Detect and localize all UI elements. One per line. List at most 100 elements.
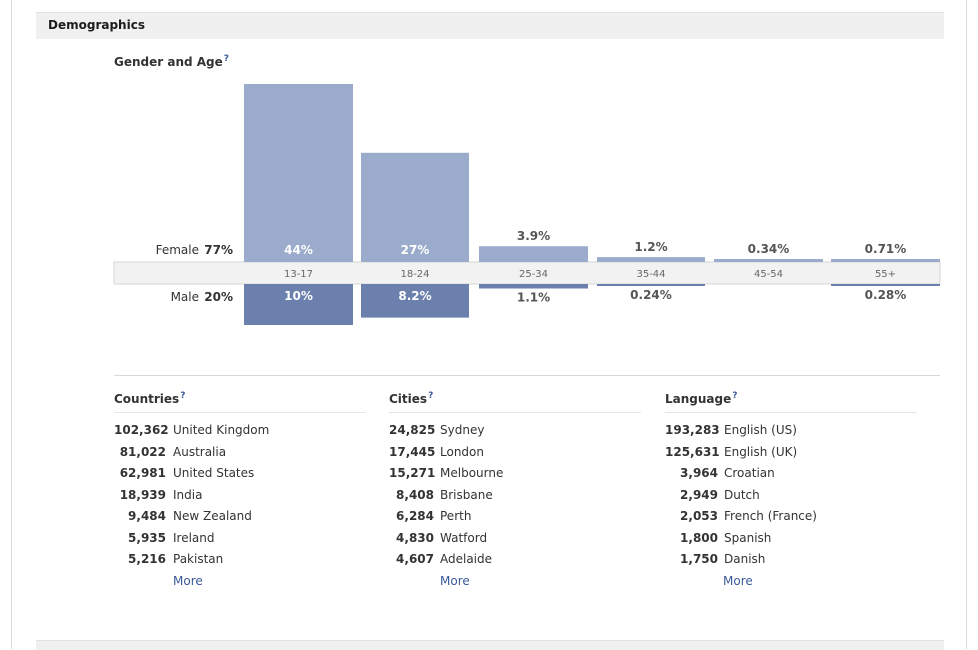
list-item-count: 15,271 bbox=[389, 466, 436, 480]
male-bar bbox=[479, 284, 588, 289]
section-title: Demographics bbox=[48, 18, 145, 32]
list-item-count: 5,216 bbox=[128, 552, 166, 566]
male-total: 20% bbox=[204, 290, 233, 304]
list-item: 6,284 Perth bbox=[389, 509, 649, 525]
list-item-label: Dutch bbox=[724, 487, 760, 502]
female-bar bbox=[714, 259, 823, 262]
language-more-link[interactable]: More bbox=[723, 574, 753, 588]
next-section-header bbox=[36, 640, 944, 650]
list-item-label: United States bbox=[173, 466, 255, 480]
female-bar bbox=[244, 84, 353, 262]
female-label: Female bbox=[156, 243, 199, 257]
list-item-label: Watford bbox=[440, 530, 488, 545]
language-title: Language bbox=[665, 392, 732, 406]
male-data-label: 8.2% bbox=[398, 289, 431, 303]
list-item-label: India bbox=[173, 487, 203, 502]
female-data-label: 27% bbox=[401, 243, 430, 257]
gender-age-chart: Female 77% Male 20% 13-17 44% 10% 18-24 27% 8.2% 2… bbox=[113, 84, 941, 325]
age-tick-label: 25-34 bbox=[519, 269, 548, 280]
list-item-label: Australia bbox=[173, 444, 227, 459]
male-bar bbox=[597, 284, 705, 286]
age-tick-label: 35-44 bbox=[636, 269, 665, 280]
language-help-icon[interactable]: ? bbox=[732, 391, 738, 401]
list-item: 9,484 New Zealand bbox=[114, 509, 374, 525]
male-data-label: 10% bbox=[284, 289, 313, 303]
female-bar bbox=[361, 152, 469, 262]
cities-more-link[interactable]: More bbox=[440, 574, 470, 588]
gender-age-title: Gender and Age bbox=[114, 55, 223, 69]
list-item-count: 2,053 bbox=[680, 509, 718, 523]
list-item-count: 18,939 bbox=[119, 487, 166, 502]
chart-divider bbox=[114, 375, 940, 376]
list-item-count: 102,362 bbox=[114, 423, 169, 437]
language-heading: Language? bbox=[665, 391, 737, 406]
list-item: 4,830 Watford bbox=[389, 531, 649, 547]
list-item-count: 24,825 bbox=[389, 423, 436, 437]
list-item-label: English (US) bbox=[724, 423, 797, 437]
list-item-label: Croatian bbox=[724, 466, 775, 480]
list-item-count: 4,607 bbox=[396, 552, 434, 566]
female-data-label: 3.9% bbox=[517, 229, 550, 243]
list-item-label: United Kingdom bbox=[173, 423, 270, 437]
list-item: 193,283 English (US) bbox=[665, 423, 925, 439]
countries-more-link[interactable]: More bbox=[173, 574, 203, 588]
list-item-count: 9,484 bbox=[128, 509, 166, 523]
list-item: 18,939 India bbox=[114, 488, 374, 504]
age-tick-label: 55+ bbox=[875, 269, 896, 280]
list-item-count: 62,981 bbox=[119, 466, 166, 480]
list-item-count: 3,964 bbox=[680, 466, 718, 480]
list-item: 1,800 Spanish bbox=[665, 531, 925, 547]
gender-age-help-icon[interactable]: ? bbox=[223, 54, 230, 64]
list-item: 2,053 French (France) bbox=[665, 509, 925, 525]
female-bar bbox=[831, 259, 940, 262]
list-item-label: Perth bbox=[440, 509, 472, 523]
list-item-label: Pakistan bbox=[173, 552, 224, 566]
list-item-label: Spanish bbox=[724, 530, 772, 545]
male-bar bbox=[244, 284, 353, 325]
list-item: 24,825 Sydney bbox=[389, 423, 649, 439]
list-item-count: 1,800 bbox=[680, 530, 718, 545]
cities-heading: Cities? bbox=[389, 391, 433, 406]
list-item: 5,216 Pakistan bbox=[114, 552, 374, 568]
cities-help-icon[interactable]: ? bbox=[428, 391, 434, 401]
list-item: 5,935 Ireland bbox=[114, 531, 374, 547]
male-bar bbox=[361, 284, 469, 318]
countries-title: Countries bbox=[114, 392, 180, 406]
list-item-count: 4,830 bbox=[396, 530, 434, 545]
list-item-label: Melbourne bbox=[440, 466, 504, 480]
male-data-label: 1.1% bbox=[517, 291, 550, 305]
countries-rule bbox=[114, 412, 366, 413]
female-bar bbox=[597, 257, 705, 262]
list-item-count: 5,935 bbox=[128, 530, 166, 545]
list-item: 102,362 United Kingdom bbox=[114, 423, 374, 439]
list-item: 2,949 Dutch bbox=[665, 488, 925, 504]
list-item-count: 8,408 bbox=[396, 487, 434, 502]
cities-rule bbox=[389, 412, 641, 413]
female-data-label: 44% bbox=[284, 243, 313, 257]
list-item: 62,981 United States bbox=[114, 466, 374, 482]
female-data-label: 1.2% bbox=[634, 240, 667, 254]
list-item-count: 193,283 bbox=[665, 423, 720, 437]
age-tick-label: 45-54 bbox=[754, 269, 783, 280]
male-bar bbox=[831, 284, 940, 286]
gender-age-heading: Gender and Age? bbox=[114, 54, 229, 69]
list-item: 8,408 Brisbane bbox=[389, 488, 649, 504]
list-item-label: English (UK) bbox=[724, 444, 798, 459]
female-total: 77% bbox=[204, 243, 233, 257]
section-header: Demographics bbox=[36, 12, 944, 39]
list-item-label: Adelaide bbox=[440, 552, 493, 566]
list-item-label: Danish bbox=[724, 552, 766, 566]
countries-help-icon[interactable]: ? bbox=[180, 391, 186, 401]
language-rule bbox=[665, 412, 917, 413]
list-item-label: New Zealand bbox=[173, 509, 252, 523]
list-item-count: 1,750 bbox=[680, 552, 718, 566]
list-item: 15,271 Melbourne bbox=[389, 466, 649, 482]
list-item-label: London bbox=[440, 444, 484, 459]
countries-heading: Countries? bbox=[114, 391, 185, 406]
list-item-count: 81,022 bbox=[119, 444, 166, 459]
list-item-count: 17,445 bbox=[389, 444, 436, 459]
cities-title: Cities bbox=[389, 392, 428, 406]
list-item-count: 2,949 bbox=[680, 487, 718, 502]
age-tick-label: 13-17 bbox=[284, 269, 313, 280]
female-bar bbox=[479, 246, 588, 262]
